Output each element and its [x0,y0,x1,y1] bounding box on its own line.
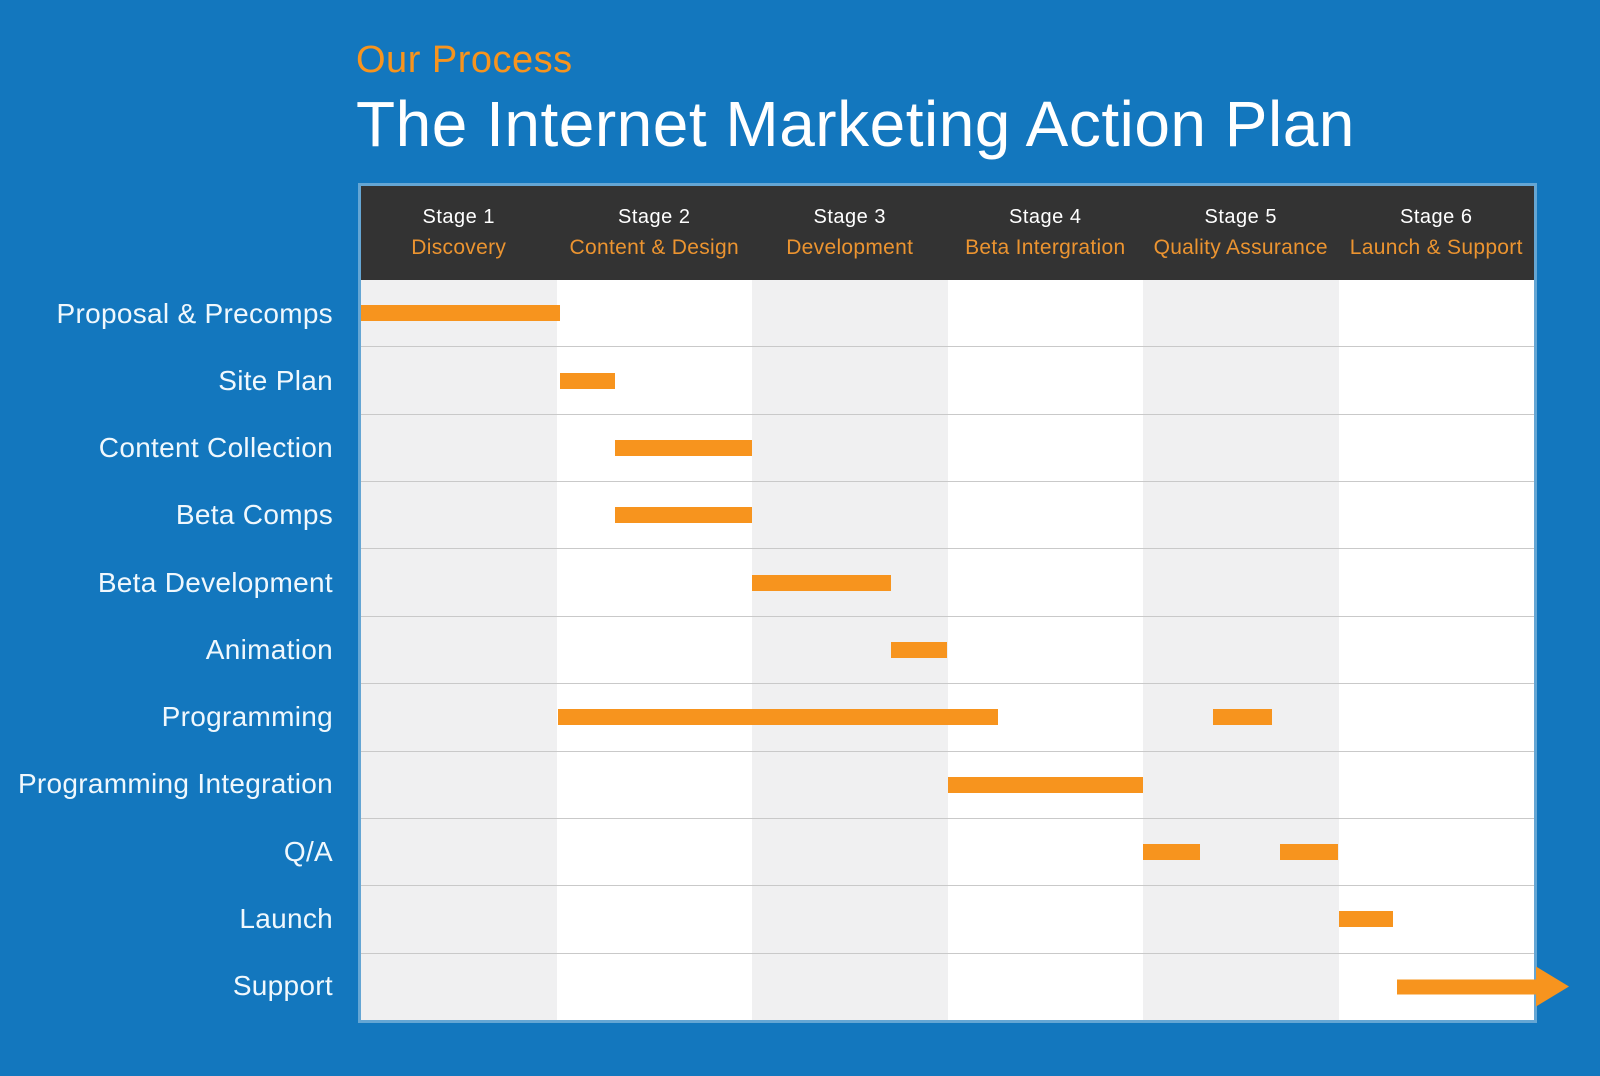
stage-name: Stage 2 [618,206,691,228]
task-row [361,819,1534,887]
task-row [361,684,1534,752]
task-label: Site Plan [218,364,333,396]
task-row [361,415,1534,483]
task-label: Q/A [283,835,333,867]
stage-header-cell: Stage 2 Content & Design [557,186,753,280]
stage-name: Stage 6 [1400,206,1473,228]
stage-header-cell: Stage 5 Quality Assurance [1143,186,1339,280]
column-stripe [1143,280,1339,1020]
task-label: Support [232,970,333,1002]
task-bar [558,709,999,726]
stage-phase-label: Beta Intergration [965,236,1126,259]
task-row [361,886,1534,954]
task-label-column: Proposal & Precomps Site Plan Content Coll… [0,280,333,1020]
task-bar [560,372,616,389]
task-row [361,280,1534,348]
stage-name: Stage 4 [1009,206,1082,228]
stage-header-cell: Stage 1 Discovery [361,186,557,280]
task-bar [615,439,752,456]
task-label: Beta Comps [175,499,333,531]
task-bar [615,507,752,524]
task-row [361,617,1534,685]
task-bar [1213,709,1273,726]
stage-phase-label: Launch & Support [1349,236,1523,259]
stage-header-row: Stage 1 Discovery Stage 2 Content & Design S… [361,186,1534,280]
stage-name: Stage 3 [813,206,886,228]
task-bar [361,305,561,322]
stage-header-cell: Stage 4 Beta Intergration [948,186,1144,280]
eyebrow-title: Our Process [356,39,573,81]
stage-phase-label: Quality Assurance [1153,236,1328,259]
column-stripe [361,280,557,1020]
task-label: Launch [239,903,333,935]
gantt-grid [361,280,1536,1020]
task-label: Proposal & Precomps [56,297,333,329]
stage-phase-label: Discovery [411,236,507,259]
task-label: Programming [161,701,333,733]
task-bar [947,776,1143,793]
task-row [361,549,1534,617]
task-row [361,347,1534,415]
stage-phase-label: Content & Design [569,236,739,259]
task-label: Content Collection [98,432,333,464]
task-label: Beta Development [97,566,333,598]
page-title: The Internet Marketing Action Plan [356,87,1355,160]
stage-header-cell: Stage 6 Launch & Support [1339,186,1535,280]
task-bar [890,641,948,658]
task-label: Programming Integration [17,768,333,800]
gantt-chart: Stage 1 Discovery Stage 2 Content & Design S… [358,183,1537,1023]
stage-name: Stage 5 [1204,206,1277,228]
stage-phase-label: Development [786,236,914,259]
task-bar [1143,844,1200,861]
task-bar [1338,911,1394,928]
task-bar [1279,844,1339,861]
title-block: Our Process The Internet Marketing Actio… [356,39,1355,160]
support-arrow [1397,979,1536,995]
task-bar [752,574,891,591]
task-label: Animation [205,633,333,665]
stage-header-cell: Stage 3 Development [752,186,948,280]
task-row [361,752,1534,819]
task-row [361,954,1536,1020]
task-row [361,482,1534,550]
stage-name: Stage 1 [422,206,495,228]
